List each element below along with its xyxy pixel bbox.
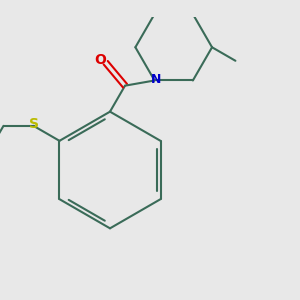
Text: O: O: [94, 53, 106, 67]
Text: S: S: [28, 117, 38, 131]
Text: N: N: [151, 73, 161, 86]
